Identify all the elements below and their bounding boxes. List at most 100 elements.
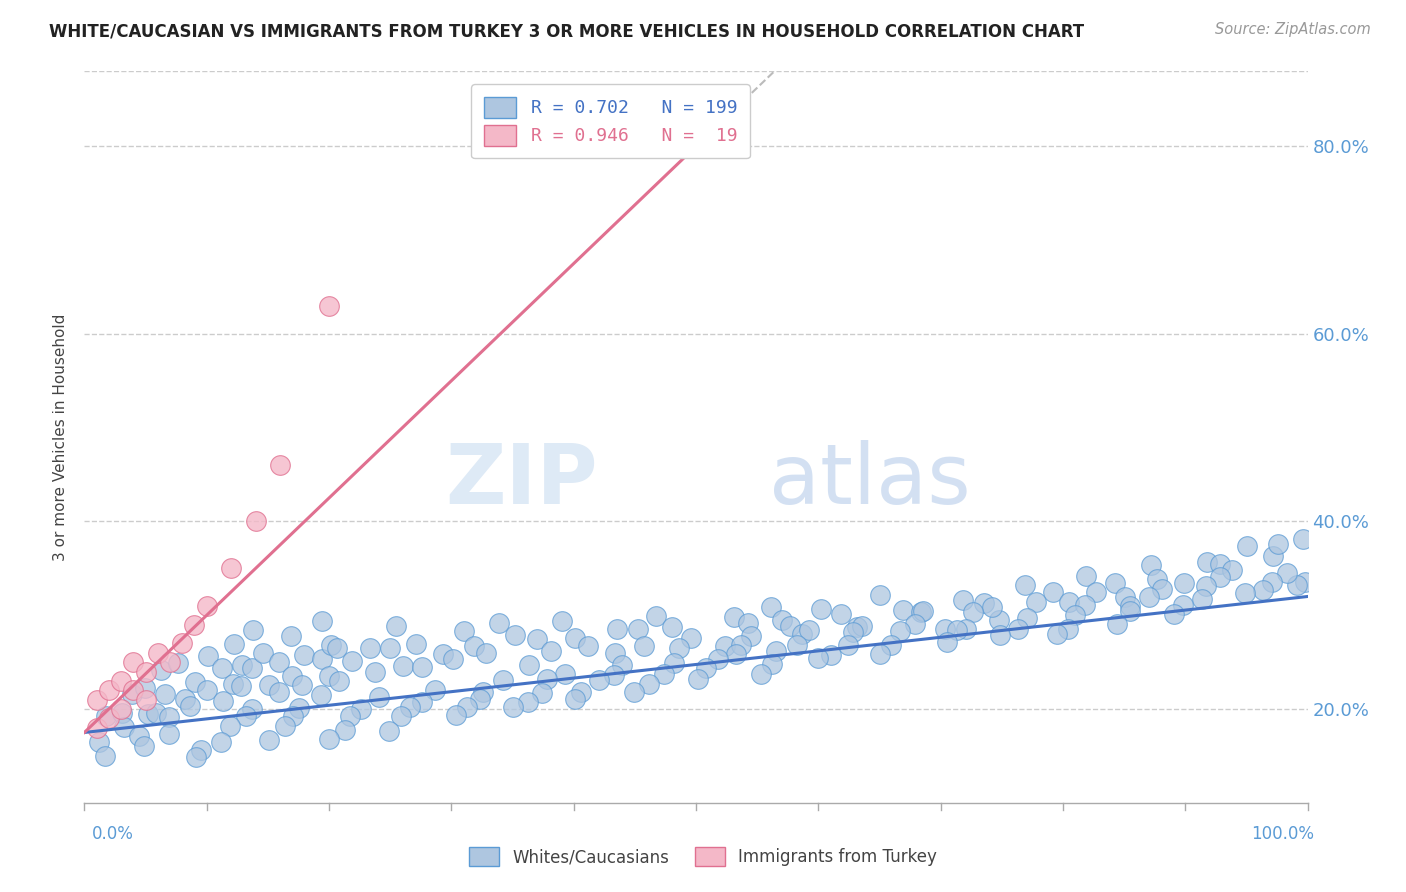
Point (342, 654, 364, 668)
Point (280, 629, 302, 643)
Text: Source: ZipAtlas.com: Source: ZipAtlas.com (1215, 22, 1371, 37)
Point (1286, 578, 1309, 592)
Point (1292, 533, 1315, 547)
Point (837, 638, 859, 652)
Point (463, 639, 485, 653)
Point (1261, 549, 1284, 563)
Point (679, 631, 702, 645)
Point (869, 588, 891, 602)
Text: 0.0%: 0.0% (91, 825, 134, 843)
Point (245, 515, 267, 529)
Point (1191, 592, 1213, 607)
Point (1163, 607, 1185, 621)
Text: ZIP: ZIP (446, 441, 598, 522)
Point (952, 593, 974, 607)
Point (212, 694, 235, 708)
Point (378, 723, 401, 738)
Point (770, 613, 793, 627)
Point (638, 677, 661, 691)
Point (333, 723, 356, 738)
Point (910, 605, 932, 619)
Point (222, 637, 245, 651)
Point (891, 603, 914, 617)
Point (962, 605, 984, 619)
Point (111, 706, 134, 720)
Point (110, 673, 132, 688)
Point (391, 659, 413, 673)
Point (851, 618, 873, 632)
Point (87, 734, 110, 748)
Point (1140, 558, 1163, 572)
Point (830, 607, 852, 622)
Point (235, 708, 257, 723)
Point (231, 657, 253, 672)
Point (423, 682, 446, 697)
Point (411, 660, 433, 674)
Point (516, 695, 538, 709)
Point (904, 616, 927, 631)
Point (488, 615, 510, 630)
Point (606, 622, 628, 636)
Point (287, 700, 309, 714)
Point (318, 669, 340, 683)
Point (1046, 627, 1069, 641)
Point (517, 658, 540, 673)
Point (551, 614, 574, 628)
Point (1015, 611, 1038, 625)
Point (367, 690, 389, 704)
Y-axis label: 3 or more Vehicles in Household: 3 or more Vehicles in Household (53, 313, 69, 561)
Point (319, 638, 342, 652)
Point (1146, 572, 1168, 586)
Point (218, 719, 240, 733)
Point (790, 626, 813, 640)
Point (569, 684, 592, 698)
Point (153, 688, 176, 702)
Point (1119, 599, 1142, 614)
Point (1114, 590, 1136, 604)
Point (988, 613, 1011, 627)
Point (157, 710, 180, 724)
Point (311, 652, 333, 666)
Point (536, 672, 558, 686)
Point (1277, 566, 1299, 580)
Point (359, 640, 381, 655)
Point (725, 648, 748, 662)
Point (136, 706, 159, 721)
Point (350, 702, 373, 716)
Point (723, 610, 745, 624)
Point (453, 624, 475, 639)
Point (385, 619, 408, 633)
Point (912, 604, 935, 618)
Point (86, 692, 108, 706)
Point (1260, 574, 1282, 589)
Point (633, 639, 655, 653)
Point (325, 641, 347, 656)
Point (281, 669, 304, 683)
Point (292, 648, 315, 663)
Point (456, 700, 478, 714)
Point (841, 624, 863, 639)
Point (1195, 579, 1218, 593)
Point (779, 619, 801, 633)
Point (174, 692, 197, 706)
Point (97, 683, 120, 698)
Point (1173, 598, 1195, 612)
Point (432, 647, 454, 661)
Point (737, 616, 759, 631)
Point (405, 637, 427, 651)
Point (470, 692, 492, 706)
Point (981, 600, 1004, 615)
Point (503, 628, 526, 642)
Point (730, 638, 752, 652)
Point (269, 655, 291, 669)
Point (714, 639, 737, 653)
Point (1007, 622, 1029, 636)
Point (389, 708, 412, 723)
Point (662, 656, 685, 670)
Point (441, 652, 464, 666)
Point (128, 729, 150, 743)
Point (807, 651, 830, 665)
Point (540, 644, 562, 658)
Point (761, 657, 783, 672)
Point (274, 719, 297, 733)
